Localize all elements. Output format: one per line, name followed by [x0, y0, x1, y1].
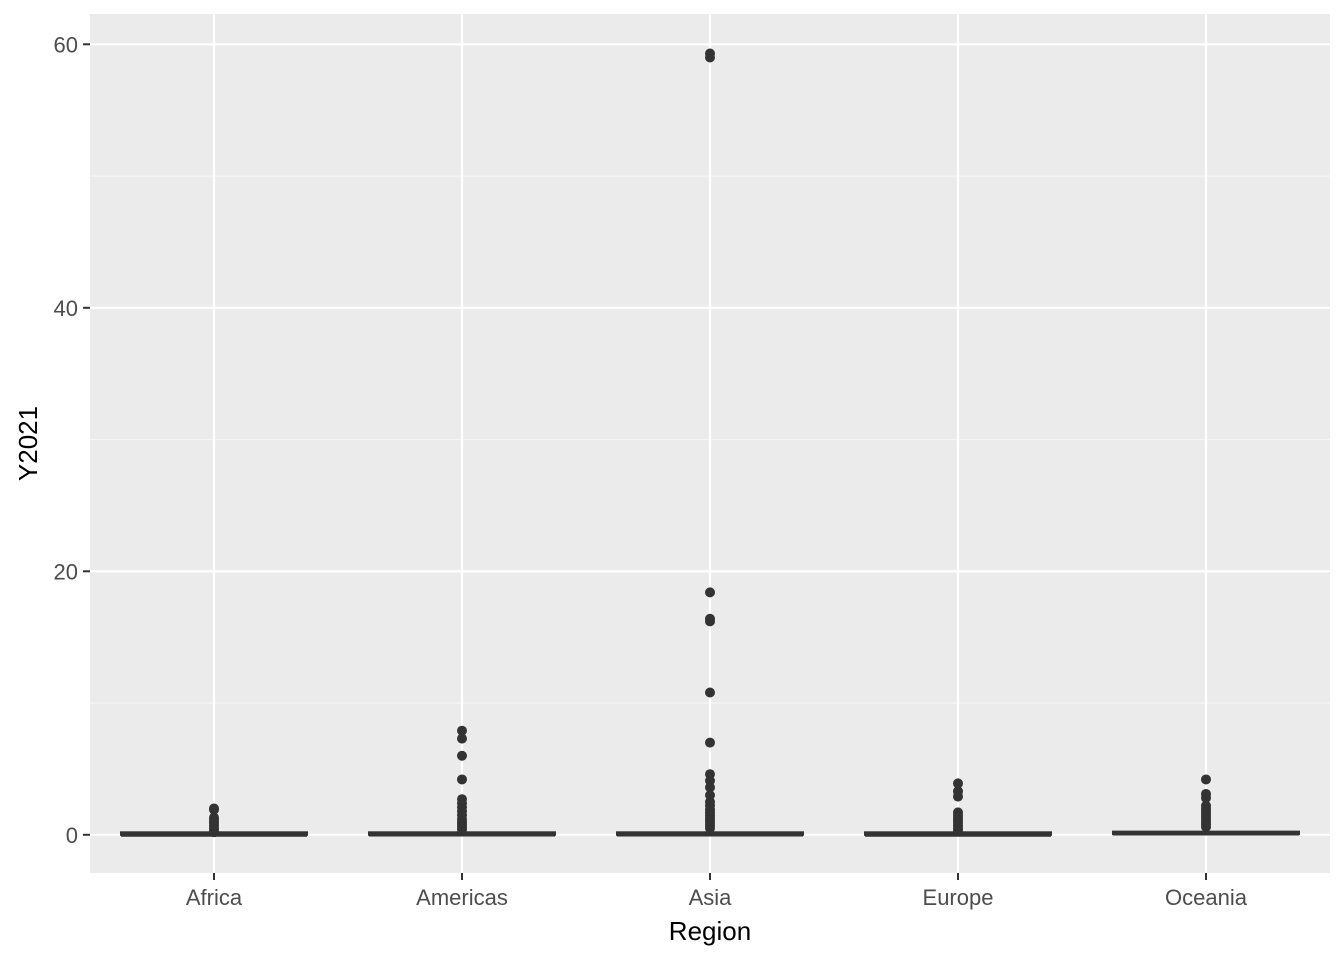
box-africa: [120, 803, 308, 838]
outlier-point: [1201, 800, 1211, 811]
outlier-point: [1201, 788, 1211, 799]
outlier-point: [209, 803, 219, 814]
y-axis-title: Y2021: [13, 406, 43, 481]
outlier-point: [457, 794, 467, 805]
outlier-point: [705, 790, 715, 801]
x-axis: Africa Americas Asia Europe Oceania: [186, 873, 1248, 910]
outlier-point: [457, 725, 467, 736]
boxes-layer: [120, 48, 1300, 838]
x-tick-label: Oceania: [1165, 885, 1248, 910]
outlier-point: [953, 778, 963, 789]
y-tick-label: 40: [54, 296, 78, 321]
box-americas: [368, 725, 556, 837]
outlier-point: [457, 774, 467, 785]
box-oceania: [1112, 774, 1300, 836]
outlier-point: [209, 812, 219, 823]
outlier-point: [1201, 774, 1211, 785]
outlier-point: [705, 737, 715, 748]
y-tick-label: 20: [54, 559, 78, 584]
outlier-point: [705, 613, 715, 624]
x-tick-label: Americas: [416, 885, 508, 910]
x-axis-title: Region: [669, 916, 751, 946]
outlier-point: [705, 769, 715, 780]
outlier-point: [705, 48, 715, 59]
x-tick-label: Europe: [923, 885, 994, 910]
x-tick-label: Africa: [186, 885, 243, 910]
box-europe: [864, 778, 1052, 837]
y-tick-label: 60: [54, 32, 78, 57]
y-axis: 0 20 40 60: [54, 32, 90, 848]
outlier-point: [457, 733, 467, 744]
box-asia: [616, 48, 804, 837]
x-tick-label: Asia: [689, 885, 733, 910]
outlier-point: [953, 807, 963, 818]
outlier-point: [705, 687, 715, 698]
outlier-point: [953, 786, 963, 797]
outlier-point: [705, 587, 715, 598]
y-tick-label: 0: [66, 823, 78, 848]
outlier-point: [457, 750, 467, 761]
